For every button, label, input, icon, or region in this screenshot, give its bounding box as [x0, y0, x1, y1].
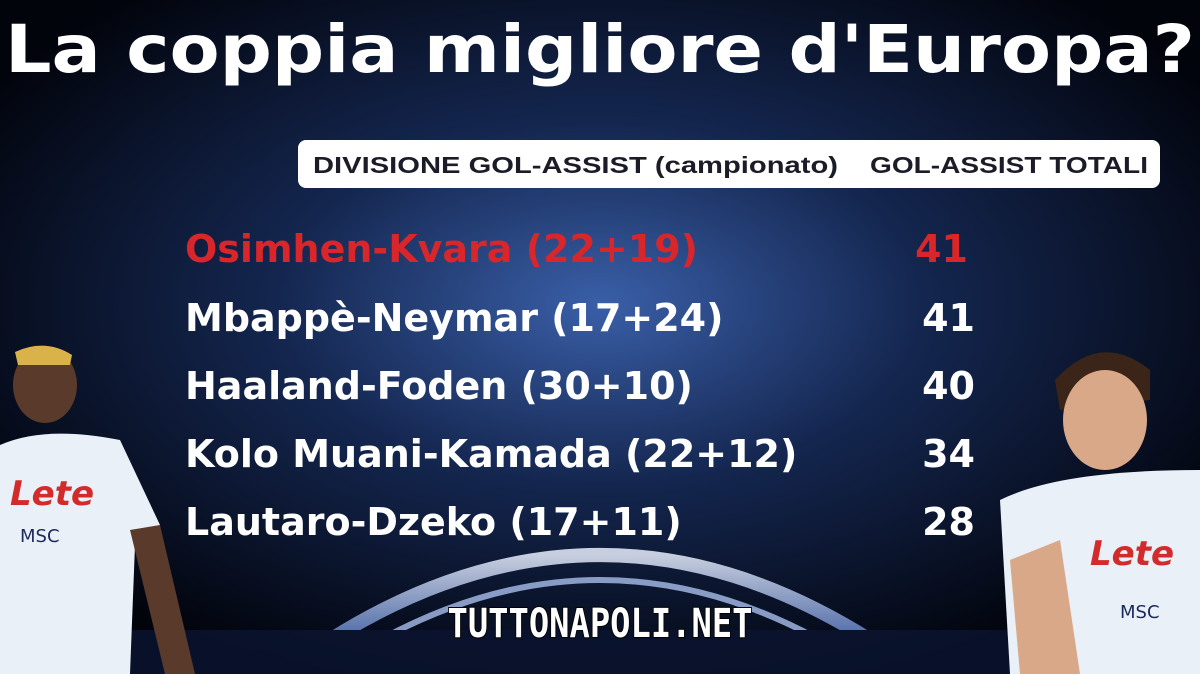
header-bar — [298, 140, 1160, 188]
svg-text:MSC: MSC — [20, 526, 60, 547]
pair-label: Kolo Muani-Kamada (22+12) — [185, 432, 797, 476]
title: La coppia migliore d'Europa? — [5, 11, 1195, 88]
column-header: DIVISIONE GOL-ASSIST (campionato) — [313, 152, 838, 178]
table: Osimhen-Kvara (22+19) 41 Mbappè-Neymar (17… — [185, 227, 975, 544]
pair-label: Haaland-Foden (30+10) — [185, 364, 693, 408]
total-value: 41 — [915, 227, 968, 271]
pair-label: Lautaro-Dzeko (17+11) — [185, 500, 682, 544]
svg-text:Lete: Lete — [10, 474, 94, 514]
starball-logo — [0, 548, 1200, 674]
player-right: Lete MSC — [1000, 352, 1200, 674]
total-value: 28 — [922, 500, 975, 544]
svg-text:MSC: MSC — [1120, 602, 1160, 623]
pair-label: Mbappè-Neymar (17+24) — [185, 296, 724, 340]
watermark: TUTTONAPOLI.NET — [448, 601, 753, 647]
column-header: GOL-ASSIST TOTALI — [870, 152, 1148, 178]
total-value: 34 — [922, 432, 975, 476]
svg-text:Lete: Lete — [1090, 534, 1174, 574]
total-value: 41 — [922, 296, 975, 340]
total-value: 40 — [922, 364, 975, 408]
pair-label: Osimhen-Kvara (22+19) — [185, 227, 698, 271]
player-left: Lete MSC — [0, 345, 195, 674]
